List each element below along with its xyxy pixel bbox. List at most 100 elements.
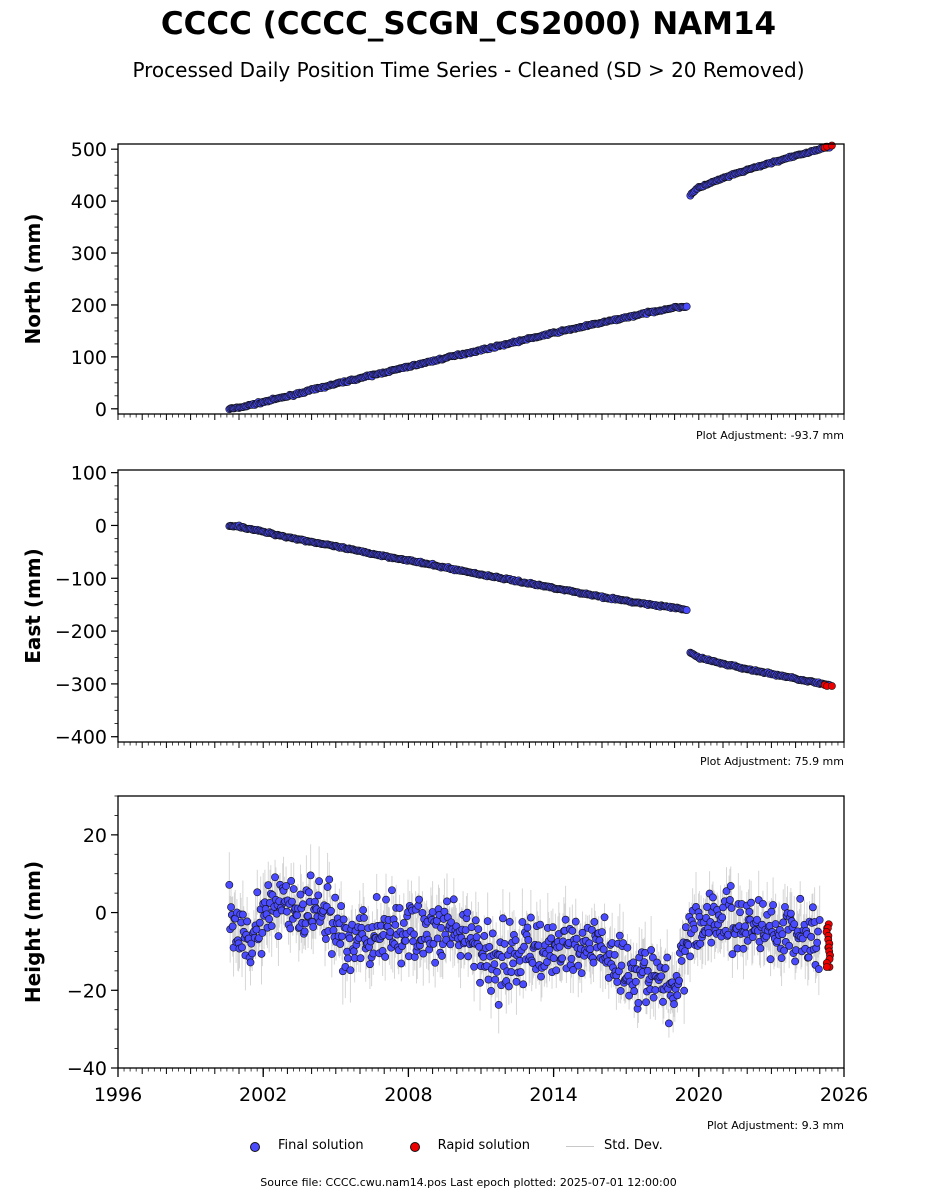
height-final-point — [598, 928, 606, 936]
height-final-point — [359, 906, 368, 914]
legend-final: Final solution — [240, 1138, 364, 1153]
height-final-point — [567, 954, 576, 963]
height-y-axis-label: Height (mm) — [21, 861, 45, 1003]
height-final-point — [490, 960, 499, 969]
height-final-point — [337, 902, 346, 910]
height-final-point — [526, 913, 535, 922]
height-final-point — [323, 883, 332, 891]
height-final-point — [449, 895, 458, 904]
height-plot-adjustment: Plot Adjustment: 9.3 mm — [706, 1119, 844, 1132]
height-final-point — [410, 930, 418, 939]
height-final-point — [587, 926, 596, 934]
east-rapid-point — [828, 682, 836, 690]
height-final-point — [286, 924, 295, 933]
height-ytick-label: 0 — [95, 903, 107, 925]
height-final-point — [433, 934, 442, 943]
height-final-point — [485, 942, 494, 951]
height-final-point — [258, 928, 267, 937]
height-final-point — [440, 907, 449, 916]
height-final-point — [571, 917, 580, 926]
height-final-point — [657, 972, 666, 981]
height-final-point — [684, 941, 693, 949]
height-ytick-label: 20 — [83, 825, 107, 847]
north-ytick-label: 400 — [71, 191, 107, 213]
height-final-point — [790, 920, 799, 928]
height-final-point — [815, 916, 824, 924]
height-final-point — [382, 895, 390, 904]
height-final-point — [709, 893, 717, 902]
height-final-point — [472, 933, 481, 941]
height-ytick-label: −40 — [67, 1058, 107, 1080]
height-final-point — [471, 916, 480, 925]
height-final-point — [397, 959, 406, 968]
height-final-point — [804, 953, 813, 962]
height-final-point — [725, 896, 734, 904]
height-final-point — [786, 909, 795, 918]
height-final-point — [329, 926, 338, 935]
height-final-point — [264, 881, 273, 890]
height-final-point — [569, 966, 578, 974]
height-final-point — [415, 895, 423, 904]
height-final-point — [766, 955, 775, 964]
height-final-point — [520, 942, 528, 951]
height-final-point — [253, 888, 262, 897]
legend-rapid-marker — [409, 1141, 420, 1152]
height-final-point — [648, 953, 657, 962]
height-final-point — [500, 939, 509, 948]
height-final-point — [338, 932, 346, 941]
height-final-point — [610, 950, 619, 959]
height-final-point — [464, 952, 473, 961]
height-final-point — [479, 952, 488, 961]
height-final-point — [534, 941, 543, 950]
height-final-point — [314, 891, 323, 900]
height-final-point — [386, 927, 395, 936]
height-final-point — [690, 925, 699, 933]
height-final-point — [238, 943, 246, 952]
height-final-point — [438, 952, 446, 960]
east-ytick-label: −200 — [55, 621, 107, 643]
xtick-label: 2020 — [675, 1084, 723, 1106]
height-final-point — [267, 922, 276, 930]
height-final-point — [225, 880, 234, 889]
height-final-point — [516, 968, 525, 976]
height-final-point — [707, 938, 716, 947]
legend: Final solution Rapid solution Std. Dev. — [240, 1138, 699, 1153]
legend-final-label: Final solution — [278, 1138, 364, 1153]
height-final-point — [759, 899, 767, 908]
height-final-point — [543, 958, 551, 966]
height-final-point — [549, 954, 558, 963]
north-rapid-point — [828, 141, 836, 150]
height-final-point — [524, 936, 533, 944]
height-final-point — [727, 904, 736, 912]
height-final-point — [381, 952, 390, 961]
east-ytick-label: −400 — [55, 727, 107, 749]
height-final-point — [487, 986, 495, 995]
height-final-point — [630, 987, 639, 995]
height-final-point — [537, 972, 545, 981]
height-final-point — [578, 928, 587, 937]
height-final-point — [696, 939, 705, 948]
height-final-point — [777, 954, 786, 963]
height-final-point — [372, 893, 381, 901]
height-final-point — [288, 897, 296, 906]
source-footer: Source file: CCCC.cwu.nam14.pos Last epo… — [260, 1176, 677, 1189]
height-final-point — [675, 976, 683, 985]
height-final-point — [665, 1019, 673, 1028]
height-final-point — [463, 908, 472, 917]
height-final-point — [681, 923, 690, 932]
east-final-points — [225, 521, 834, 690]
height-final-point — [677, 956, 686, 965]
legend-final-marker — [250, 1141, 260, 1152]
height-final-point — [507, 968, 516, 976]
height-rapid-points — [822, 920, 834, 971]
height-final-point — [741, 922, 750, 931]
height-final-point — [339, 915, 348, 924]
height-final-point — [814, 965, 823, 974]
height-final-point — [509, 959, 517, 968]
height-final-point — [345, 934, 354, 943]
east-ytick-label: −100 — [55, 568, 107, 590]
height-final-point — [470, 962, 479, 971]
height-final-point — [625, 991, 634, 1000]
height-final-point — [356, 954, 365, 963]
